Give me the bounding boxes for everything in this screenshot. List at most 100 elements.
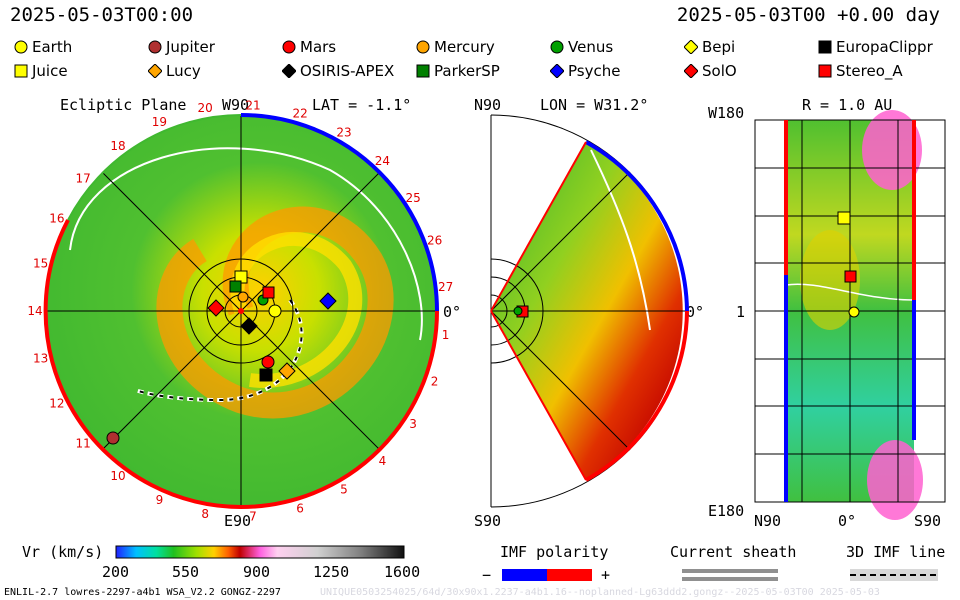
ecliptic-fast-wind-core: [230, 232, 363, 388]
legend-mercury: Mercury: [416, 38, 495, 56]
rotation-number: 14: [27, 304, 42, 318]
rotation-number: 20: [198, 101, 213, 115]
diamond-icon: [550, 64, 564, 78]
rotation-number: 18: [110, 139, 125, 153]
sheath-title: Current sheath: [670, 543, 797, 561]
square-icon: [14, 64, 28, 78]
legend-label: Stereo_A: [836, 62, 903, 80]
diamond-icon: [684, 40, 698, 54]
legend-europaclippr: EuropaClippr: [818, 38, 933, 56]
europaclipper-marker: [259, 368, 273, 382]
legend-bepi: Bepi: [684, 38, 735, 56]
meridional-ring-1: [490, 294, 508, 328]
rotation-number: 19: [152, 115, 167, 129]
psyche-marker: [319, 292, 337, 310]
rotation-number: 2: [431, 375, 439, 389]
meridional-lon-label: LON = W31.2°: [540, 96, 649, 114]
solo-marker: [207, 299, 225, 317]
legend-label: SolO: [702, 62, 737, 80]
square-icon: [818, 64, 832, 78]
ecliptic-bottom-label: E90: [224, 512, 252, 530]
legend-label: EuropaClippr: [836, 38, 933, 56]
rotation-number: 1: [442, 328, 450, 342]
rotation-number: 10: [110, 469, 125, 483]
radial-earth-marker: [848, 306, 860, 318]
meridional-top-label: N90: [474, 96, 502, 114]
radial-bottom-left-label: E180: [708, 502, 745, 520]
stereo-a-marker: [262, 286, 275, 299]
ecliptic-fast-wind-band: [156, 206, 394, 419]
radial-axis-n90: N90: [754, 512, 782, 530]
rotation-number: 9: [156, 493, 164, 507]
rotation-number: 7: [249, 510, 257, 524]
radial-mid-label: 1: [736, 303, 746, 321]
legend-solo: SolO: [684, 62, 737, 80]
meridional-ring-3: [490, 258, 544, 364]
sun-marker: [238, 308, 244, 314]
radial-juice-marker: [837, 211, 851, 225]
circle-icon: [416, 40, 430, 54]
circle-icon: [148, 40, 162, 54]
ecliptic-right-label: 0°: [443, 303, 462, 321]
meridional-rim-positive: [585, 310, 689, 482]
legend-label: Mars: [300, 38, 337, 56]
imf-title: IMF polarity: [500, 543, 609, 561]
ecliptic-rim-neutral: [67, 114, 242, 221]
circle-icon: [550, 40, 564, 54]
legend-label: Earth: [32, 38, 73, 56]
mars-marker: [261, 355, 275, 369]
rotation-number: 3: [409, 417, 417, 431]
square-icon: [416, 64, 430, 78]
circle-icon: [282, 40, 296, 54]
meridional-venus-marker: [513, 306, 523, 316]
imf-minus: −: [482, 566, 492, 584]
ecliptic-rim-positive-2: [43, 219, 242, 509]
rotation-number: 4: [379, 454, 387, 468]
rotation-number: 11: [76, 436, 91, 450]
mercury-marker: [237, 291, 249, 303]
radial-fast-region-bottom: [867, 440, 923, 520]
rotation-number: 12: [49, 397, 64, 411]
legend-label: Jupiter: [166, 38, 215, 56]
meridional-edge-top: [490, 141, 587, 312]
colorbar: [115, 545, 405, 559]
meridional-right-label: 0°: [686, 303, 705, 321]
ecliptic-current-sheet-1: [69, 147, 423, 341]
legend-osiris-apex: OSIRIS-APEX: [282, 62, 394, 80]
meridional-axis-d2: [490, 310, 631, 451]
legend-label: Mercury: [434, 38, 495, 56]
osiris-apex-marker: [240, 317, 258, 335]
radial-axis-s90: S90: [914, 512, 942, 530]
imf-positive-swatch: [547, 569, 592, 581]
earth-marker: [268, 304, 282, 318]
meridional-rim-negative: [585, 140, 689, 312]
meridional-current-sheet: [590, 149, 651, 331]
date-right: 2025-05-03T00 +0.00 day: [676, 4, 940, 26]
legend-juice: Juice: [14, 62, 68, 80]
radial-panel: [754, 110, 946, 520]
diamond-icon: [148, 64, 162, 78]
ecliptic-rim-negative: [240, 113, 439, 312]
legend-label: Venus: [568, 38, 614, 56]
sheath-line-2: [682, 577, 778, 581]
radial-top-left-label: W180: [708, 104, 745, 122]
radial-mid-region: [800, 230, 860, 330]
ecliptic-title: Ecliptic Plane: [60, 96, 187, 114]
rotation-number: 5: [340, 482, 348, 496]
sheath-line-1: [682, 569, 778, 573]
legend-mars: Mars: [282, 38, 336, 56]
legend-stereo-a: Stereo_A: [818, 62, 903, 80]
rotation-number: 27: [438, 280, 453, 294]
colorbar-tick-4: 1600: [384, 563, 421, 581]
footer-right: UNIQUE0503254025/64d/30x90x1.2237-a4b1.1…: [320, 587, 880, 598]
rotation-number: 16: [49, 212, 64, 226]
legend-label: ParkerSP: [434, 62, 500, 80]
legend-label: Psyche: [568, 62, 621, 80]
radial-current-sheet: [785, 283, 915, 301]
rotation-number: 13: [33, 352, 48, 366]
imf-plus: +: [601, 566, 611, 584]
rotation-number: 23: [336, 126, 351, 140]
rotation-number: 24: [375, 154, 390, 168]
parkersp-marker: [229, 280, 242, 293]
